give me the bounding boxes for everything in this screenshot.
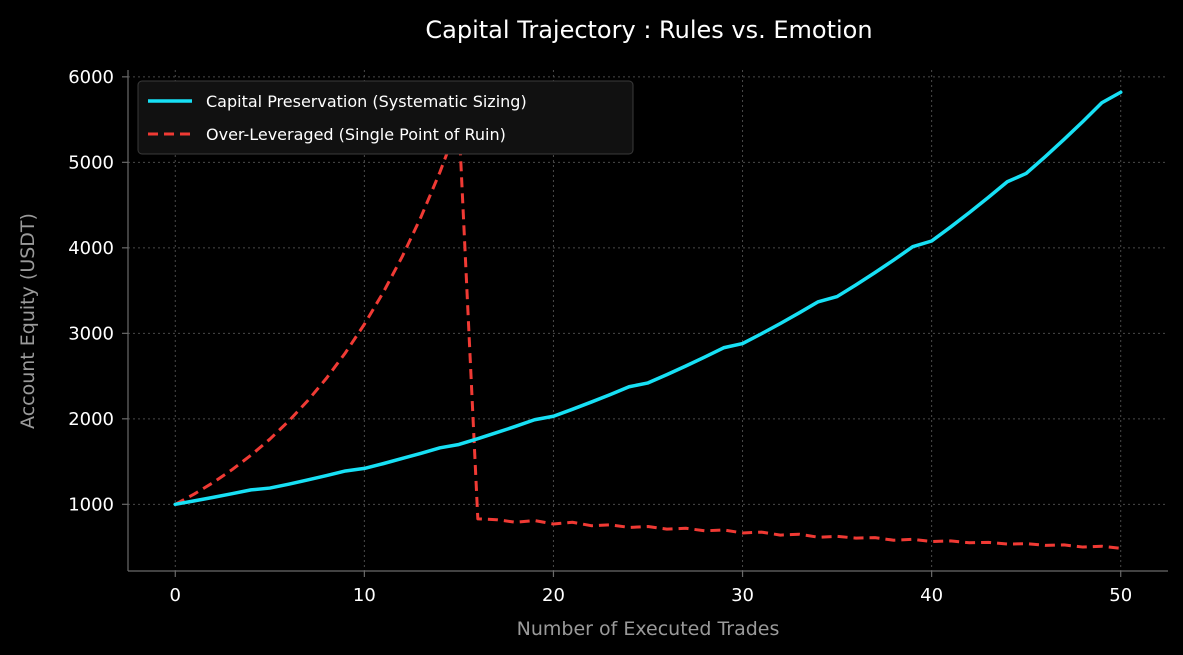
x-tick-label: 10: [353, 585, 376, 606]
x-tick-label: 50: [1109, 585, 1132, 606]
x-tick-label: 30: [731, 585, 754, 606]
y-tick-label: 1000: [68, 494, 114, 515]
y-tick-label: 4000: [68, 238, 114, 259]
series-line-over-leveraged: [174, 120, 1121, 550]
series-layer: [173, 90, 1123, 550]
legend: Capital Preservation (Systematic Sizing)…: [137, 80, 634, 155]
y-tick-label: 6000: [68, 67, 114, 88]
x-tick-label: 0: [170, 585, 181, 606]
y-axis-label: Account Equity (USDT): [17, 213, 39, 429]
y-tick-label: 5000: [68, 152, 114, 173]
series-line-capital-preservation: [173, 90, 1123, 507]
legend-label-capital-preservation: Capital Preservation (Systematic Sizing): [206, 92, 527, 111]
y-ticks: 1000 2000 3000 4000 5000 6000: [68, 67, 128, 515]
axes: [127, 70, 1168, 572]
y-tick-label: 2000: [68, 409, 114, 430]
legend-box: [137, 80, 634, 155]
y-tick-label: 3000: [68, 323, 114, 344]
legend-label-over-leveraged: Over-Leveraged (Single Point of Ruin): [206, 125, 506, 144]
grid-lines: [128, 70, 1168, 571]
x-axis-label: Number of Executed Trades: [517, 618, 780, 640]
x-ticks: 0 10 20 30 40 50: [170, 571, 1132, 606]
x-tick-label: 40: [920, 585, 943, 606]
x-tick-label: 20: [542, 585, 565, 606]
chart-title: Capital Trajectory : Rules vs. Emotion: [425, 16, 872, 44]
